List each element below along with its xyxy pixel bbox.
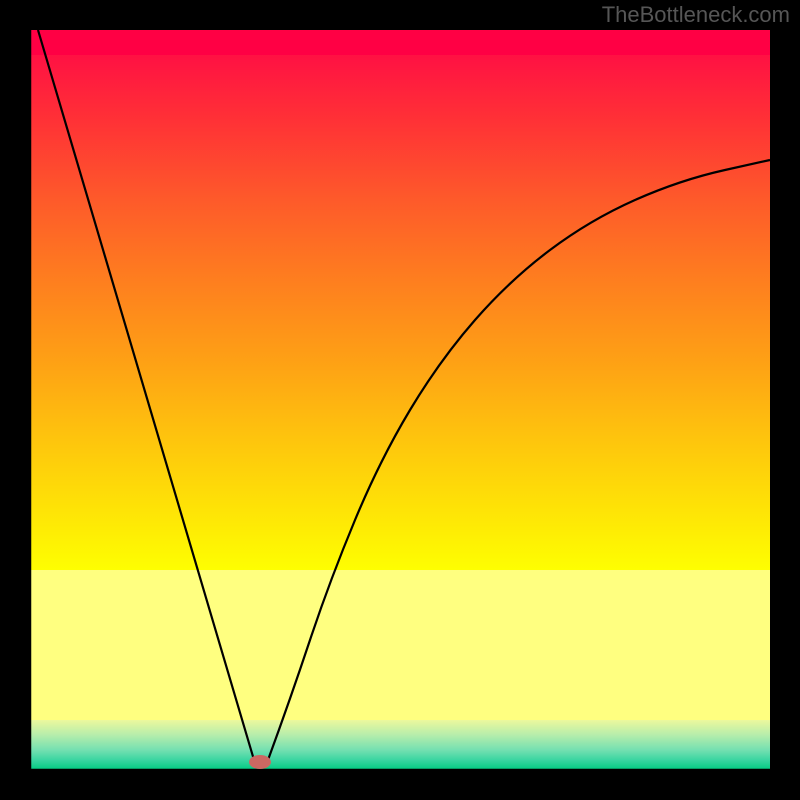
- bg-green-gradient: [30, 720, 770, 770]
- chart-container: TheBottleneck.com: [0, 0, 800, 800]
- watermark-text: TheBottleneck.com: [602, 2, 790, 28]
- minimum-marker: [249, 755, 271, 769]
- bottleneck-chart: [0, 0, 800, 800]
- bg-yellow-band: [30, 570, 770, 720]
- bg-main-gradient: [30, 55, 770, 570]
- bg-top-band: [30, 30, 770, 55]
